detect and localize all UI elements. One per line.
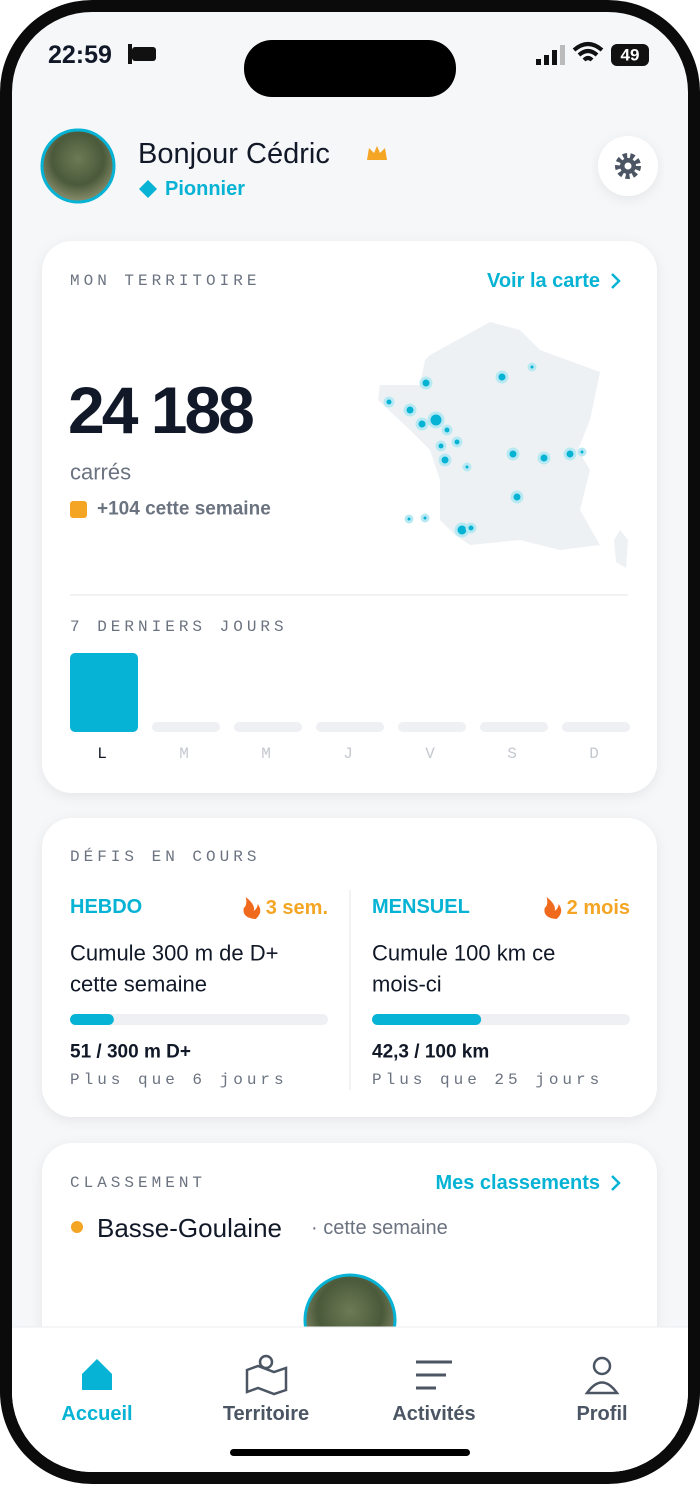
weekly-marker xyxy=(70,501,87,518)
map-icon xyxy=(245,1354,288,1396)
dynamic-island xyxy=(244,40,456,97)
battery-icon xyxy=(611,44,649,66)
tab-label[interactable]: Accueil xyxy=(61,1403,132,1425)
day-label: V xyxy=(425,745,439,763)
territory-count: 24 188 xyxy=(68,373,253,447)
tab-label[interactable]: Territoire xyxy=(223,1403,309,1425)
battery-level: 49 xyxy=(621,46,640,65)
day-label: J xyxy=(343,745,357,763)
chevron xyxy=(611,1175,621,1191)
signal-icon xyxy=(536,45,565,65)
place-name: Basse-Goulaine xyxy=(97,1213,282,1243)
day-bar xyxy=(70,653,138,732)
progress-bar xyxy=(372,1014,482,1025)
profile-icon xyxy=(584,1356,620,1395)
status-time: 22:59 xyxy=(48,41,112,69)
section-title: CLASSEMENT xyxy=(70,1174,206,1192)
greeting: Bonjour Cédric xyxy=(138,138,330,170)
territory-unit: carrés xyxy=(70,460,131,485)
home-indicator xyxy=(230,1449,470,1456)
crown-icon xyxy=(367,146,387,160)
day-label: D xyxy=(589,745,603,763)
section-title: 7 DERNIERS JOURS xyxy=(70,618,288,636)
wifi-icon xyxy=(572,42,604,62)
section-title: DÉFIS EN COURS xyxy=(70,847,260,866)
list-icon xyxy=(416,1360,452,1390)
flame-icon xyxy=(544,897,562,919)
challenge-label: MENSUEL xyxy=(372,896,470,918)
badge-icon xyxy=(139,180,157,198)
remaining-text: Plus que 25 jours xyxy=(372,1071,603,1089)
ranking-period: · cette semaine xyxy=(311,1217,448,1239)
france-map xyxy=(378,322,628,568)
day-label: M xyxy=(179,745,193,763)
progress-text: 42,3 / 100 km xyxy=(372,1042,489,1063)
challenge-text: Cumule 100 km ce xyxy=(372,941,555,966)
home-icon xyxy=(82,1359,112,1390)
day-track xyxy=(562,722,630,732)
day-track xyxy=(316,722,384,732)
challenge-streak: 3 sem. xyxy=(266,897,328,919)
badge: Pionnier xyxy=(165,178,245,200)
progress-bar xyxy=(70,1014,114,1025)
tab-label[interactable]: Activités xyxy=(392,1403,475,1425)
tab-label[interactable]: Profil xyxy=(576,1403,627,1425)
tab-bar xyxy=(12,1327,688,1472)
challenge-label: HEBDO xyxy=(70,896,142,918)
ranking-link[interactable]: Mes classements xyxy=(435,1172,600,1194)
sleep-icon xyxy=(128,44,156,64)
day-label: M xyxy=(261,745,275,763)
section-title: MON TERRITOIRE xyxy=(70,272,260,290)
challenge-streak: 2 mois xyxy=(567,897,630,919)
map-link[interactable]: Voir la carte xyxy=(487,270,600,292)
remaining-text: Plus que 6 jours xyxy=(70,1071,288,1089)
day-label: L xyxy=(97,745,111,763)
place-marker xyxy=(71,1221,83,1233)
avatar[interactable] xyxy=(40,128,116,204)
progress-text: 51 / 300 m D+ xyxy=(70,1042,191,1063)
day-track xyxy=(152,722,220,732)
challenge-text: Cumule 300 m de D+ xyxy=(70,941,279,966)
challenge-text: cette semaine xyxy=(70,972,207,997)
progress-track xyxy=(70,1014,328,1025)
weekly-gain: +104 cette semaine xyxy=(97,499,271,520)
flame-icon xyxy=(243,897,261,919)
challenge-text: mois-ci xyxy=(372,972,442,997)
day-track xyxy=(480,722,548,732)
day-label: S xyxy=(507,745,521,763)
day-track xyxy=(398,722,466,732)
chevron xyxy=(611,273,621,289)
settings-icon xyxy=(615,153,641,179)
day-track xyxy=(234,722,302,732)
